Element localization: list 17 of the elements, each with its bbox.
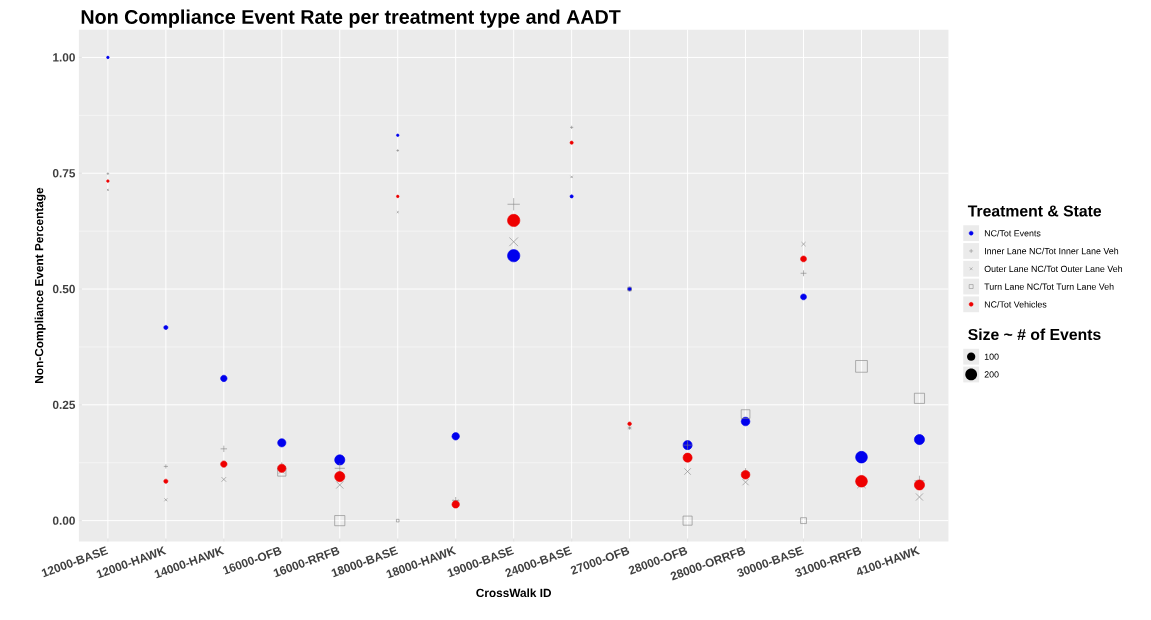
legend-label: 200	[984, 371, 999, 378]
y-tick-label: 0.50	[52, 285, 75, 294]
y-axis-title: Non-Compliance Event Percentage	[34, 188, 46, 384]
chart-title: Non Compliance Event Rate per treatment type and AADT	[81, 9, 621, 29]
legend-label: Inner Lane NC/Tot Inner Lane Veh	[985, 247, 1119, 255]
x-axis-title: CrossWalk ID	[476, 588, 552, 598]
y-tick-label: 1.00	[53, 53, 75, 62]
y-tick-label: 0.25	[52, 400, 76, 410]
legend-label: 100	[984, 353, 999, 361]
legend-label: Turn Lane NC/Tot Turn Lane Veh	[984, 283, 1114, 291]
y-tick-label: 0.75	[52, 169, 76, 178]
legend-title: Treatment & State	[967, 205, 1102, 217]
legend-label: NC/Tot Events	[984, 230, 1041, 237]
legend-label: NC/Tot Vehicles	[984, 301, 1047, 308]
y-tick-label: 0.00	[52, 516, 75, 526]
text: Size ~ # of Events	[968, 328, 1101, 341]
legend-label: Outer Lane NC/Tot Outer Lane Veh	[984, 265, 1123, 273]
